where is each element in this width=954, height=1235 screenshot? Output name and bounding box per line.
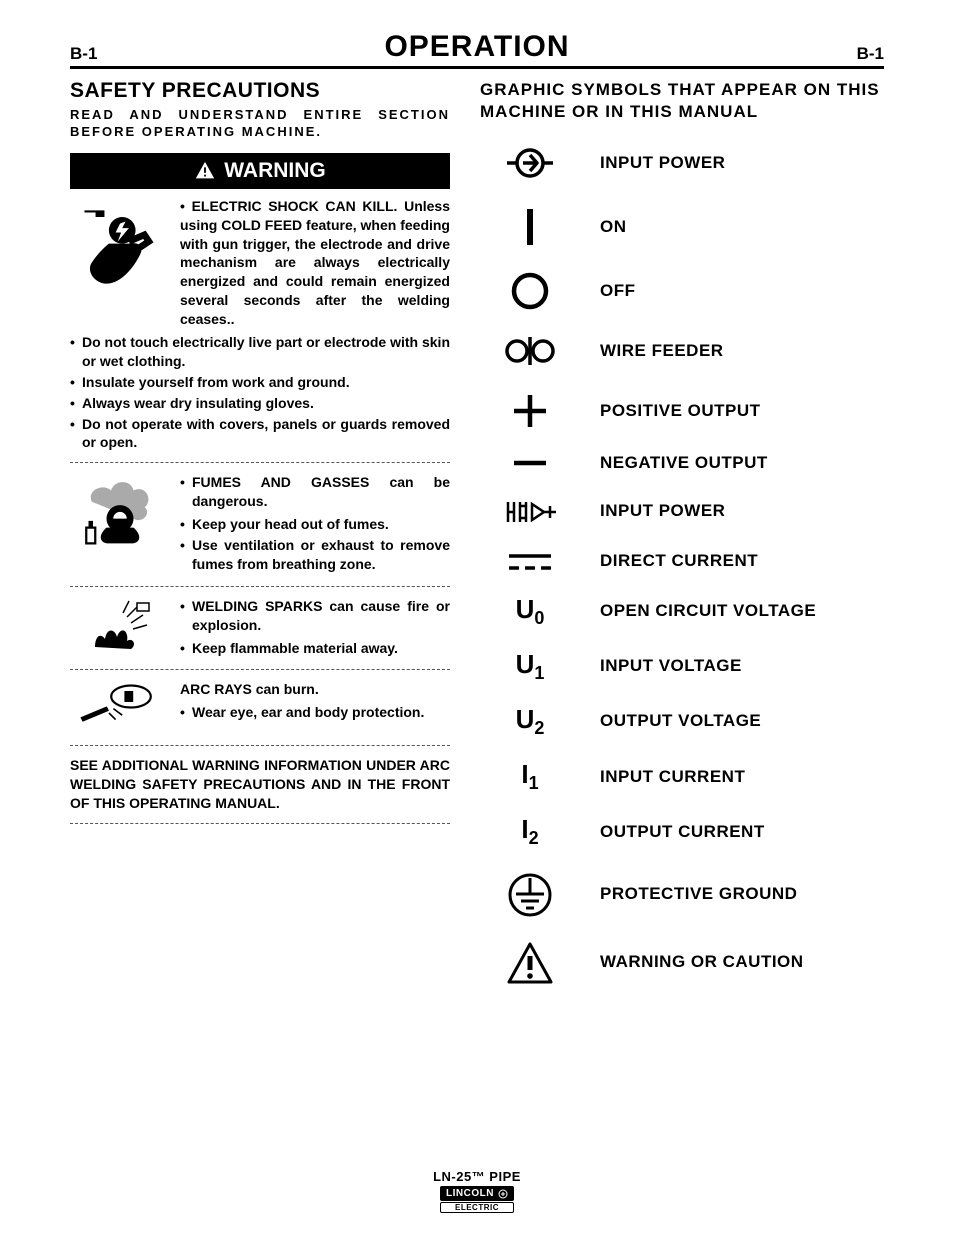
right-column: GRAPHIC SYMBOLS THAT APPEAR ON THIS MACH…	[480, 79, 884, 1006]
sparks-icon	[70, 597, 170, 660]
sparks-heading: WELDING SPARKS can cause fire or explosi…	[180, 597, 450, 635]
symbol-row-u1: U1 INPUT VOLTAGE	[480, 649, 884, 684]
shock-body: Unless using COLD FEED feature, when fee…	[180, 198, 450, 327]
arc-block: ARC RAYS can burn. Wear eye, ear and bod…	[70, 680, 450, 735]
symbol-label: OUTPUT CURRENT	[600, 822, 765, 842]
u2-symbol: U2	[516, 704, 545, 739]
symbol-label: OUTPUT VOLTAGE	[600, 711, 761, 731]
i2-symbol: I2	[521, 814, 538, 849]
fumes-list: Keep your head out of fumes. Use ventilat…	[180, 515, 450, 574]
symbol-row-input-power-2: INPUT POWER	[480, 494, 884, 530]
symbol-label: INPUT VOLTAGE	[600, 656, 742, 676]
page-footer: LN-25™ PIPE LINCOLN ELECTRIC	[0, 1169, 954, 1213]
warn-item: Use ventilation or exhaust to remove fum…	[180, 536, 450, 574]
symbol-row-ground: PROTECTIVE GROUND	[480, 870, 884, 920]
warn-item: Insulate yourself from work and ground.	[70, 373, 450, 392]
symbol-label: INPUT CURRENT	[600, 767, 745, 787]
shock-icon	[70, 197, 170, 329]
symbols-title: GRAPHIC SYMBOLS THAT APPEAR ON THIS MACH…	[480, 79, 884, 123]
warn-item: Do not operate with covers, panels or gu…	[70, 415, 450, 453]
fumes-icon	[70, 473, 170, 575]
divider	[70, 462, 450, 463]
divider	[70, 823, 450, 824]
shock-block: • ELECTRIC SHOCK CAN KILL. Unless using …	[70, 197, 450, 329]
symbol-row-on: ON	[480, 205, 884, 249]
symbol-row-negative: NEGATIVE OUTPUT	[480, 453, 884, 473]
divider	[70, 669, 450, 670]
header-left: B-1	[70, 44, 97, 64]
sparks-list: Keep flammable material away.	[180, 639, 450, 658]
symbol-row-positive: POSITIVE OUTPUT	[480, 389, 884, 433]
product-name: LN-25™ PIPE	[0, 1169, 954, 1184]
symbol-label: INPUT POWER	[600, 501, 725, 521]
i2-icon: I2	[480, 814, 580, 849]
shock-list: Do not touch electrically live part or e…	[70, 333, 450, 452]
symbol-label: WIRE FEEDER	[600, 341, 724, 361]
warning-bar: WARNING	[70, 153, 450, 189]
u1-symbol: U1	[516, 649, 545, 684]
symbol-label: PROTECTIVE GROUND	[600, 884, 797, 904]
positive-icon	[480, 389, 580, 433]
symbol-label: NEGATIVE OUTPUT	[600, 453, 768, 473]
logo-top: LINCOLN	[446, 1188, 494, 1199]
u0-symbol: U0	[516, 594, 545, 629]
fumes-heading: FUMES AND GASSES can be dangerous.	[180, 473, 450, 511]
wire-feeder-icon	[480, 333, 580, 369]
arc-heading: ARC RAYS can burn.	[180, 680, 450, 699]
symbol-row-i2: I2 OUTPUT CURRENT	[480, 814, 884, 849]
warning-icon	[480, 940, 580, 986]
i1-icon: I1	[480, 759, 580, 794]
warn-item: Do not touch electrically live part or e…	[70, 333, 450, 371]
symbol-row-input-power-1: INPUT POWER	[480, 141, 884, 185]
warn-item: Always wear dry insulating gloves.	[70, 394, 450, 413]
negative-icon	[480, 453, 580, 473]
page-header: B-1 OPERATION B-1	[70, 30, 884, 69]
symbols-container: INPUT POWER ON OFF WIRE FEEDER POSITIVE OUTP…	[480, 141, 884, 985]
symbol-label: OPEN CIRCUIT VOLTAGE	[600, 601, 816, 621]
footer-note: SEE ADDITIONAL WARNING INFORMATION UNDER…	[70, 756, 450, 813]
shock-heading: ELECTRIC SHOCK CAN KILL.	[192, 198, 398, 214]
fumes-block: FUMES AND GASSES can be dangerous. Keep …	[70, 473, 450, 575]
i1-symbol: I1	[521, 759, 538, 794]
u2-icon: U2	[480, 704, 580, 739]
arc-list: Wear eye, ear and body protection.	[180, 703, 450, 722]
header-right: B-1	[857, 44, 884, 64]
symbol-row-warning: WARNING OR CAUTION	[480, 940, 884, 986]
warn-item: Keep flammable material away.	[180, 639, 450, 658]
on-icon	[480, 205, 580, 249]
u1-icon: U1	[480, 649, 580, 684]
arc-icon	[70, 680, 170, 735]
ground-icon	[480, 870, 580, 920]
warning-label: WARNING	[224, 159, 326, 183]
logo-bottom: ELECTRIC	[440, 1202, 514, 1213]
symbol-label: INPUT POWER	[600, 153, 725, 173]
header-center: OPERATION	[384, 30, 569, 64]
symbol-row-u0: U0 OPEN CIRCUIT VOLTAGE	[480, 594, 884, 629]
warn-item: Keep your head out of fumes.	[180, 515, 450, 534]
symbol-row-u2: U2 OUTPUT VOLTAGE	[480, 704, 884, 739]
warning-triangle-icon	[194, 160, 216, 182]
symbol-label: ON	[600, 217, 627, 237]
divider	[70, 745, 450, 746]
symbol-label: OFF	[600, 281, 636, 301]
brand-logo: LINCOLN ELECTRIC	[440, 1186, 514, 1213]
u0-icon: U0	[480, 594, 580, 629]
divider	[70, 586, 450, 587]
input-power-1-icon	[480, 141, 580, 185]
sparks-block: WELDING SPARKS can cause fire or explosi…	[70, 597, 450, 660]
symbol-row-wire-feeder: WIRE FEEDER	[480, 333, 884, 369]
warn-item: Wear eye, ear and body protection.	[180, 703, 450, 722]
safety-subtitle: READ AND UNDERSTAND ENTIRE SECTION BEFOR…	[70, 107, 450, 141]
symbol-row-off: OFF	[480, 269, 884, 313]
safety-title: SAFETY PRECAUTIONS	[70, 79, 450, 103]
symbol-label: DIRECT CURRENT	[600, 551, 758, 571]
dc-icon	[480, 550, 580, 574]
off-icon	[480, 269, 580, 313]
symbol-row-i1: I1 INPUT CURRENT	[480, 759, 884, 794]
symbol-row-dc: DIRECT CURRENT	[480, 550, 884, 574]
left-column: SAFETY PRECAUTIONS READ AND UNDERSTAND E…	[70, 79, 450, 1006]
symbol-label: POSITIVE OUTPUT	[600, 401, 761, 421]
input-power-2-icon	[480, 494, 580, 530]
symbol-label: WARNING OR CAUTION	[600, 952, 804, 972]
